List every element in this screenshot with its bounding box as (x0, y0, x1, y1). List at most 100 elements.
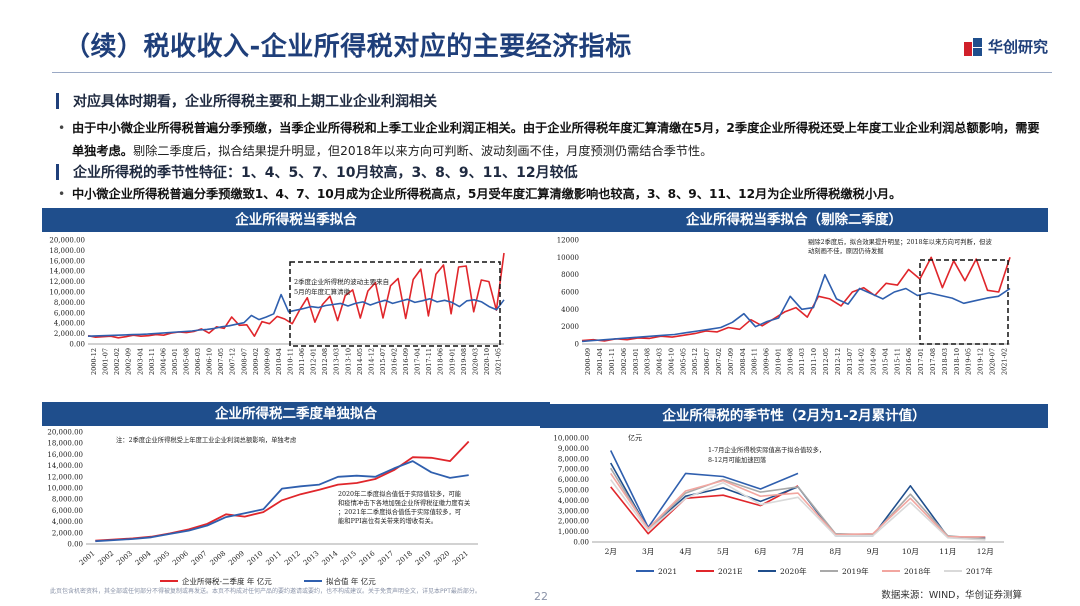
x-tick-label: 2008-11 (751, 348, 759, 375)
x-tick-label: 2003-01 (632, 348, 640, 375)
x-tick-label: 2019-08 (460, 348, 468, 375)
x-tick-label: 2012-12 (834, 348, 842, 375)
x-tick-label: 2012-01 (310, 348, 318, 375)
panel-title-1: 企业所得税当季拟合 (42, 208, 550, 232)
legend-label: 2021 (658, 567, 677, 576)
y-tick-label: 12,000.00 (47, 473, 83, 481)
y-tick-label: 4,000.00 (54, 320, 85, 328)
x-tick-label: 2015-04 (881, 348, 889, 375)
x-tick-label: 2006 (171, 549, 190, 567)
title-divider (52, 72, 1052, 73)
y-tick-label: 0.00 (69, 341, 85, 349)
y-tick-label: 8000 (561, 271, 579, 279)
series-line-1 (87, 293, 505, 337)
x-tick-label: 2011-06 (298, 348, 306, 375)
x-tick-label: 2019-05 (965, 348, 973, 375)
y-tick-label: 1,000.00 (558, 528, 589, 536)
y-tick-label: 0 (575, 341, 579, 349)
x-tick-label: 2014-09 (870, 348, 878, 375)
logo-mark-icon (963, 37, 982, 56)
x-tick-label: 2009-06 (763, 348, 771, 375)
x-tick-label: 2020 (432, 549, 451, 567)
x-tick-label: 2002-06 (620, 348, 628, 375)
y-tick-label: 2000 (561, 323, 579, 331)
x-tick-label: 2015 (339, 549, 358, 567)
series-line-5 (610, 479, 986, 541)
x-tick-label: 2002-02 (113, 348, 121, 375)
y-tick-label: 3,000.00 (558, 507, 589, 515)
x-tick-label: 2019-01 (448, 348, 456, 375)
x-tick-label: 2008 (208, 549, 227, 567)
x-tick-label: 2010-04 (275, 348, 283, 375)
x-tick-label: 2004 (134, 549, 153, 567)
series-line-3 (610, 467, 986, 540)
y-tick-label: 6,000.00 (52, 507, 83, 515)
legend-label: 企业所得税-二季度 年 亿元 (182, 576, 272, 586)
y-tick-label: 4,000.00 (52, 518, 83, 526)
series-line-1 (610, 485, 799, 535)
x-tick-label: 2016-06 (905, 348, 913, 375)
y-tick-label: 10000 (557, 254, 579, 262)
y-tick-label: 18,000.00 (47, 440, 83, 448)
chart-1: 20,000.00 18,000.00 16,000.00 14,000.00 12,0… (49, 237, 505, 419)
section2-bullet-text: 中小微企业所得税普遍分季预缴致1、4、7、10月成为企业所得税高点，5月受年度汇… (72, 187, 902, 201)
x-tick-label: 2009-09 (263, 348, 271, 375)
y-tick-label: 12000 (557, 237, 579, 245)
panel-title-2: 企业所得税当季拟合（剔除二季度） (540, 208, 1048, 232)
y-tick-label: 8,000.00 (54, 299, 85, 307)
x-tick-label: 2012-08 (321, 348, 329, 375)
x-tick-label: 2014-02 (858, 348, 866, 375)
footer-disclaimer: 此页包含机密资料，其全部或任何部分不得被复制或再发送。本页不构成对任何产品的要约… (50, 588, 481, 595)
x-tick-label: 2008-07 (240, 348, 248, 375)
x-tick-label: 2002 (96, 549, 115, 567)
x-tick-label: 2010-01 (774, 348, 782, 375)
x-tick-label: 2005-05 (679, 348, 687, 375)
series-line-0 (87, 252, 505, 339)
y-tick-label: 7,000.00 (558, 466, 589, 474)
y-tick-label: 14,000.00 (49, 268, 85, 276)
x-tick-label: 2012-05 (822, 348, 830, 375)
x-tick-label: 2010-11 (286, 348, 294, 375)
annotation-box (919, 259, 1009, 345)
x-tick-label: 2013-07 (846, 348, 854, 375)
y-tick-label: 12,000.00 (49, 278, 85, 286)
section1-bullet: • 由于中小微企业所得税普遍分季预缴，当季企业所得税和上季工业企业利润正相关。由… (58, 117, 1050, 163)
x-tick-label: 2月 (605, 547, 617, 556)
annotation-text-top: 注：2季度企业所得税受上年度工业企业利润总额影响，单独考虑 (116, 435, 297, 444)
x-tick-label: 2021-02 (1000, 348, 1008, 375)
annotation-text: 2季度企业所得税的波动主要来自 (294, 277, 389, 286)
x-tick-label: 2003 (115, 549, 134, 567)
annotation-box (289, 261, 501, 347)
x-tick-label: 2016-02 (390, 348, 398, 375)
x-tick-label: 8月 (829, 547, 841, 556)
x-tick-label: 2003-04 (136, 348, 144, 375)
x-tick-label: 2006-10 (206, 348, 214, 375)
annotation-text: 动刻画不佳，原因仍待发掘 (808, 246, 884, 255)
x-tick-label: 9月 (867, 547, 879, 556)
series-line-1 (95, 460, 469, 543)
y-tick-label: 0.00 (573, 539, 589, 547)
section1-heading-text: 对应具体时期看，企业所得税主要和上期工业企业利润相关 (73, 94, 437, 110)
x-tick-label: 2011 (264, 549, 283, 567)
annotation-text: 剔除2季度后，拟合效果提升明显；2018年以来方向可判断，但波 (808, 237, 992, 246)
legend-label: 2019年 (842, 566, 869, 576)
y-tick-label: 6,000.00 (54, 309, 85, 317)
y-tick-label: 20,000.00 (47, 429, 83, 437)
x-tick-label: 2016-09 (402, 348, 410, 375)
y-axis-title: 亿元 (628, 433, 642, 442)
x-tick-label: 2019-12 (977, 348, 985, 375)
panel-chart-1: 企业所得税当季拟合 20,000.00 18,000.00 16,000.00 14,… (42, 208, 550, 426)
x-tick-label: 2004-03 (656, 348, 664, 375)
y-tick-label: 0.00 (67, 541, 83, 549)
x-tick-label: 2018-10 (953, 348, 961, 375)
x-tick-label: 2014-05 (356, 348, 364, 375)
x-tick-label: 2017-11 (425, 348, 433, 375)
series-line-0 (581, 256, 1011, 342)
x-tick-label: 2017 (376, 549, 395, 567)
x-tick-label: 2018 (395, 549, 414, 567)
x-tick-label: 11月 (939, 547, 956, 556)
series-line-1 (581, 273, 1011, 343)
y-tick-label: 10,000.00 (47, 485, 83, 493)
data-source: 数据来源：WIND，华创证券测算 (881, 590, 1022, 601)
x-tick-label: 2015-07 (379, 348, 387, 375)
